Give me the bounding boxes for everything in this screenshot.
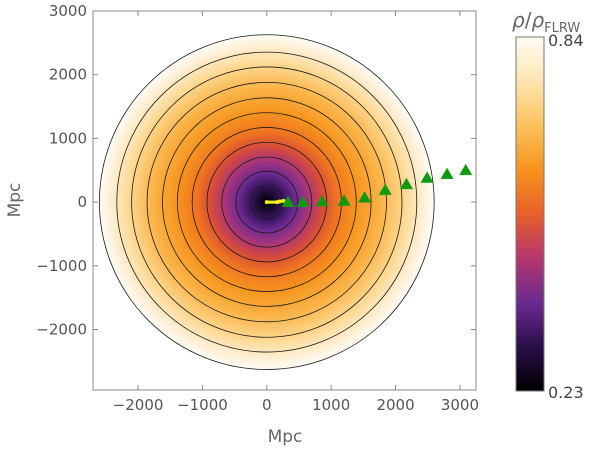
contour-circle-3: [206, 141, 328, 263]
y-axis: −2000 −1000 0 1000 2000 3000: [36, 2, 476, 338]
green-triangle-1: [296, 195, 310, 207]
yellow-path-layer: [264, 198, 286, 205]
contour-circle-7: [146, 81, 387, 323]
x-tick-label-4: 2000: [376, 396, 414, 414]
contour-circle-1: [235, 170, 299, 234]
x-tick-label-2: 0: [262, 396, 272, 414]
y-tick-label-4: 2000: [49, 66, 87, 84]
colorbar-gradient-bar: [515, 36, 545, 392]
green-triangle-8: [440, 167, 454, 179]
yellow-path-point-2: [277, 199, 282, 204]
y-tick-label-0: −2000: [36, 320, 87, 338]
green-triangle-3: [337, 194, 351, 206]
green-triangle-4: [358, 191, 372, 203]
contour-lines: [99, 34, 435, 370]
contour-circle-8: [131, 66, 403, 338]
contour-circle-6: [162, 97, 372, 307]
plot-area: [99, 34, 473, 370]
green-triangle-5: [378, 183, 392, 195]
plot-frame: [92, 10, 477, 391]
y-tick-label-2: 0: [77, 193, 87, 211]
y-axis-label: Mpc: [5, 183, 25, 218]
colorbar-title-slash: /: [525, 8, 532, 32]
colorbar-title-rho2: ρ: [531, 8, 544, 32]
y-tick-label-5: 3000: [49, 2, 87, 20]
green-triangle-0: [281, 195, 295, 207]
green-triangle-markers: [281, 163, 473, 207]
x-axis: −2000 −1000 0 1000 2000 3000: [113, 11, 479, 414]
contour-circle-2: [221, 156, 313, 248]
contour-circle-10: [99, 34, 435, 370]
colorbar-max-label: 0.84: [548, 31, 584, 50]
colorbar-title-rho: ρ: [512, 8, 525, 32]
x-tick-label-3: 1000: [312, 396, 350, 414]
green-triangle-6: [399, 177, 413, 190]
contour-circle-9: [116, 51, 418, 353]
green-triangle-9: [459, 163, 473, 176]
green-triangle-7: [420, 171, 434, 183]
contour-circle-5: [176, 112, 357, 292]
colorbar-title-sub: FLRW: [544, 21, 580, 36]
x-tick-label-5: 3000: [441, 396, 479, 414]
green-triangle-2: [315, 194, 329, 207]
yellow-path-point-0: [264, 200, 269, 205]
x-axis-label: Mpc: [268, 427, 303, 447]
colorbar-min-label: 0.23: [548, 383, 584, 402]
x-tick-label-1: −1000: [177, 396, 228, 414]
colorbar: 0.84 0.23 ρ/ρFLRW: [512, 8, 584, 402]
colorbar-title: ρ/ρFLRW: [512, 8, 580, 36]
y-tick-label-1: −1000: [36, 257, 87, 275]
y-tick-label-3: 1000: [49, 129, 87, 147]
x-tick-label-0: −2000: [113, 396, 164, 414]
